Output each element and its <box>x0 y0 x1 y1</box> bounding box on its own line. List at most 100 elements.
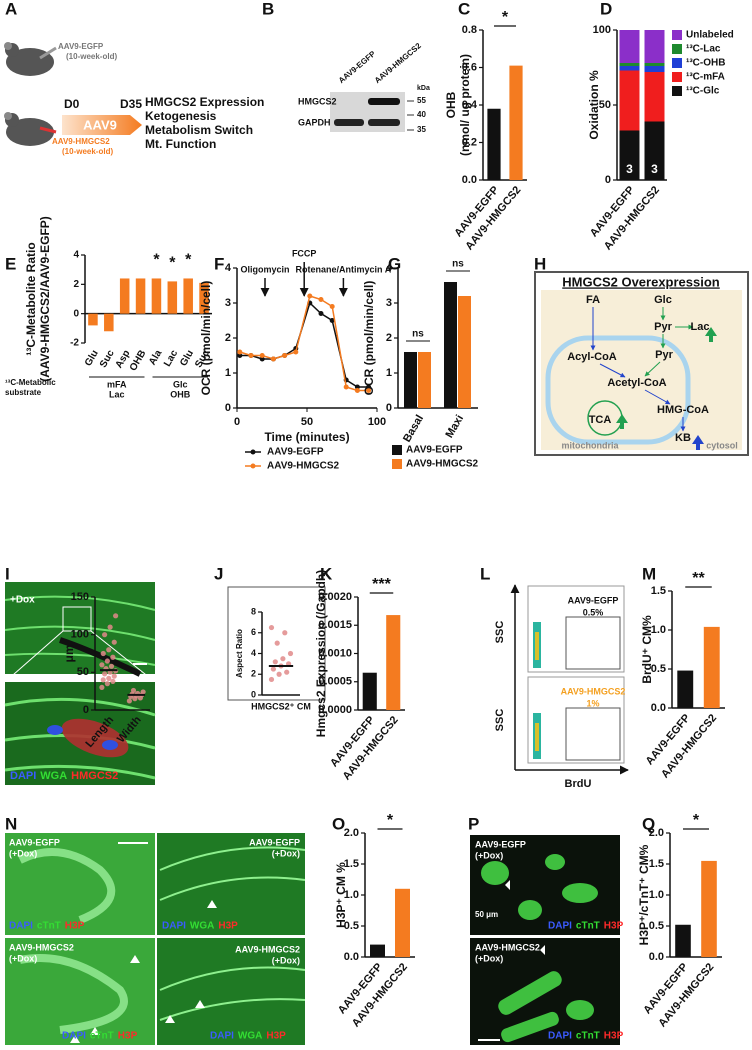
group-label: AAV9-EGFP <box>475 839 526 849</box>
legend-swatch <box>392 445 402 455</box>
bar-segment <box>619 66 640 71</box>
y-axis-label: (AAV9-HMGCS2/AAV9-EGFP) <box>38 216 52 382</box>
y-tick-label: 1.0 <box>651 624 666 636</box>
y-tick-label: 4 <box>251 648 256 658</box>
condition-label: (+Dox) <box>272 848 300 858</box>
x-tick-label: Maxi <box>443 413 466 440</box>
condition-label: (+Dox) <box>272 955 300 965</box>
y-axis-label: OCR (pmol/min/cell) <box>362 281 376 396</box>
legend-label: AAV9-EGFP <box>267 447 324 458</box>
dot <box>126 698 132 704</box>
western-blot <box>330 92 414 132</box>
stain-label: cTnT <box>576 1031 600 1042</box>
stain-label: cTnT <box>576 921 600 932</box>
panel-label: J <box>214 564 223 583</box>
y-tick-label: 3 <box>386 297 392 309</box>
stain-label: DAPI <box>548 921 572 932</box>
bar <box>135 278 146 314</box>
x-tick-label: Lac <box>162 348 180 369</box>
flow-plots <box>510 584 629 775</box>
bar <box>362 672 377 710</box>
bar-segment <box>644 121 665 180</box>
stain-label: DAPI <box>210 1031 234 1042</box>
dot <box>276 671 282 677</box>
legend-swatch <box>672 72 682 82</box>
dot <box>106 675 112 681</box>
group-label: AAV9-EGFP <box>9 837 60 847</box>
group-label: Glc <box>173 379 188 389</box>
axis-label: SSC <box>494 621 506 644</box>
blot-row: GAPDH <box>298 117 331 127</box>
stain-label: H3P <box>118 1031 138 1042</box>
diagram-node: Acyl-CoA <box>567 351 617 363</box>
bar <box>487 108 501 180</box>
y-tick-label: 0.0005 <box>318 676 352 688</box>
y-tick-label: 50 <box>599 99 611 111</box>
point <box>318 311 324 316</box>
y-tick-label: 3 <box>225 297 231 309</box>
stain-label: DAPI <box>548 1031 572 1042</box>
y-axis-label: μm <box>62 644 76 662</box>
bar-segment <box>644 63 665 66</box>
dot <box>280 656 286 662</box>
age-label: (10-week-old) <box>66 52 117 61</box>
significance: * <box>502 9 509 26</box>
dot <box>100 677 106 683</box>
y-tick-label: 0.0 <box>344 951 359 963</box>
bar <box>703 626 720 708</box>
virus-label: AAV9-HMGCS2 <box>52 137 110 146</box>
substrate-label: ¹³C-Metabolic <box>5 378 56 387</box>
y-tick-label: 0.0020 <box>318 591 352 603</box>
stain-label: cTnT <box>90 1031 114 1042</box>
bar <box>675 924 691 957</box>
dot <box>113 613 119 619</box>
dot <box>111 673 117 679</box>
dot <box>99 662 105 668</box>
stain-label: DAPI <box>10 770 36 782</box>
bar <box>386 615 401 710</box>
point <box>293 349 299 355</box>
point <box>329 318 335 323</box>
y-tick-label: 2.0 <box>649 827 664 839</box>
stain-label: cTnT <box>37 921 61 932</box>
legend-swatch <box>672 44 682 54</box>
micrograph <box>4 582 156 785</box>
unit-label: kDa <box>417 85 430 92</box>
diagram-node: Pyr <box>654 321 672 333</box>
y-tick-label: 2 <box>225 332 231 344</box>
significance: *** <box>372 576 391 593</box>
n-label: 3 <box>651 162 658 176</box>
stain-label: HMGCS2 <box>71 770 118 782</box>
significance: * <box>153 252 160 269</box>
y-tick-label: 4 <box>386 262 393 274</box>
legend-marker <box>250 449 256 455</box>
significance: * <box>169 255 176 272</box>
dot <box>272 659 278 665</box>
legend-label: ¹³C-OHB <box>686 58 725 69</box>
point <box>366 388 372 393</box>
x-tick-label: 100 <box>368 416 386 428</box>
stain-label: H3P <box>604 921 624 932</box>
y-axis-label: Hmgcs2 Expression (/Gapdh) <box>314 570 328 737</box>
group-label: AAV9-HMGCS2 <box>9 942 74 952</box>
bar <box>458 296 471 408</box>
annotation: Rotenane/Antimycin A <box>296 264 392 274</box>
significance: * <box>185 252 192 269</box>
panel-label: A <box>5 0 17 18</box>
y-tick-label: 0 <box>73 308 79 319</box>
group-label: mFA <box>107 379 127 389</box>
axis-label: BrdU <box>565 778 592 790</box>
marker-label: 40 <box>417 110 426 119</box>
bar <box>701 860 717 957</box>
y-tick-label: 0 <box>225 402 231 414</box>
legend-label: ¹³C-mFA <box>686 72 725 83</box>
bar-segment <box>619 63 640 66</box>
significance: ns <box>452 259 464 270</box>
x-tick-label: 50 <box>301 416 313 428</box>
y-tick-label: 2 <box>251 669 256 679</box>
substrate-label: substrate <box>5 388 42 397</box>
y-axis-label: Aspect Ratio <box>235 629 244 678</box>
bar <box>119 278 130 314</box>
outcome: Ketogenesis <box>145 109 217 123</box>
point <box>237 353 243 358</box>
